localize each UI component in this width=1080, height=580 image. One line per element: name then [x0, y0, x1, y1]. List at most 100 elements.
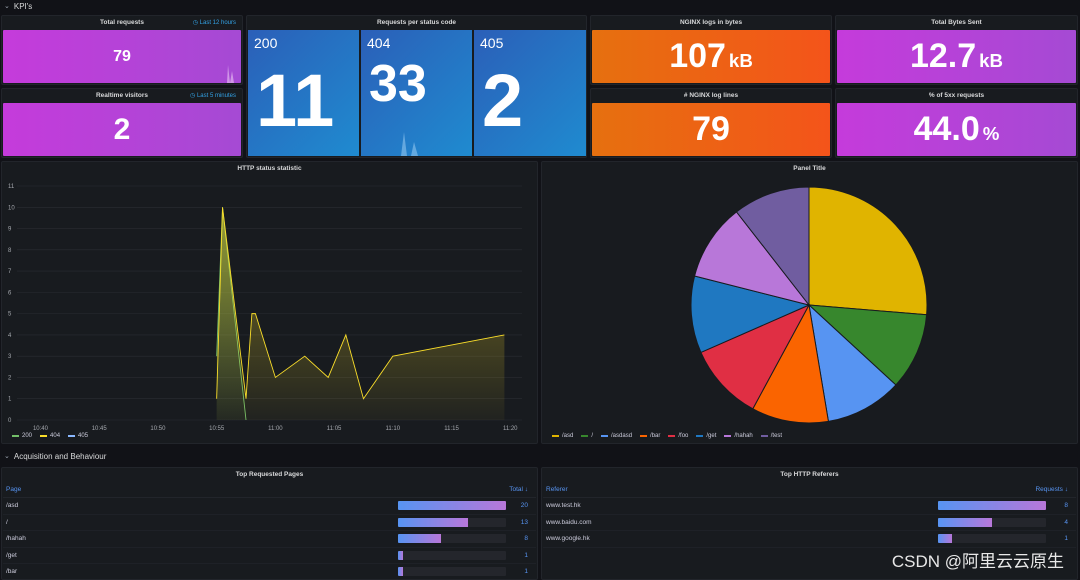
- pie-slice-get[interactable]: [690, 275, 811, 354]
- panel-title: Top HTTP Referers: [780, 471, 839, 478]
- stat-value: 44.0%: [913, 110, 1000, 148]
- table-row[interactable]: www.google.hk 1: [543, 531, 1076, 548]
- legend-item[interactable]: /foo: [668, 433, 688, 439]
- x-tick-label: 10:50: [150, 426, 166, 432]
- gauge-bar: [938, 517, 1046, 527]
- column-header-requests[interactable]: Requests ↓: [1035, 486, 1068, 493]
- row-label: /get: [6, 551, 17, 559]
- panel-title: Requests per status code: [376, 19, 457, 26]
- legend-item[interactable]: /: [581, 433, 593, 439]
- legend-item[interactable]: /test: [760, 433, 782, 439]
- row-title: Acquisition and Behaviour: [13, 451, 107, 461]
- table-row[interactable]: /asd 20: [3, 498, 536, 515]
- table-row[interactable]: /bar 1: [3, 564, 536, 579]
- gauge-fill: [398, 501, 506, 511]
- column-header-referer[interactable]: Referer: [546, 486, 568, 493]
- row-label: www.baidu.com: [546, 518, 592, 526]
- realtime-visitors-panel[interactable]: Realtime visitors ◷ Last 5 minutes 2: [1, 88, 243, 158]
- table-row[interactable]: www.test.hk 8: [543, 498, 1076, 515]
- row-value: 20: [520, 502, 528, 510]
- gauge-bar: [938, 534, 1046, 544]
- pie-slice-asd[interactable]: [808, 186, 928, 316]
- row-acquisition-toggle[interactable]: ⌄ Acquisition and Behaviour: [0, 450, 106, 462]
- x-tick-label: 11:05: [327, 426, 342, 432]
- gauge-fill: [398, 534, 442, 544]
- nginx-bytes-panel[interactable]: NGINX logs in bytes 107 kB: [590, 15, 832, 85]
- table-row[interactable]: www.baidu.com 4: [543, 515, 1076, 531]
- column-header-page[interactable]: Page: [6, 486, 22, 493]
- panel-title: Total requests: [100, 19, 144, 26]
- y-tick-label: 0: [8, 418, 12, 424]
- clock-icon: ◷: [190, 93, 196, 99]
- top-referers-panel[interactable]: Top HTTP Referers Referer Requests ↓ www…: [541, 467, 1078, 580]
- pct-5xx-panel[interactable]: % of 5xx requests 44.0%: [835, 88, 1078, 158]
- gauge-bar: [398, 517, 506, 527]
- x-tick-label: 11:20: [503, 426, 518, 432]
- y-tick-label: 4: [8, 333, 12, 339]
- panel-title: % of 5xx requests: [928, 92, 985, 99]
- row-label: www.google.hk: [546, 535, 590, 543]
- legend-item[interactable]: /asdasd: [601, 433, 632, 439]
- pie-chart-panel[interactable]: Panel Title /asd / /asdasd/bar/foo/get/hah…: [541, 161, 1078, 444]
- http-status-chart-panel[interactable]: HTTP status statistic 0 1 2 3 4 5 6 7 8 9 10 11 10:4…: [1, 161, 538, 444]
- legend-item-405[interactable]: 405: [68, 433, 88, 439]
- gauge-bar: [938, 501, 1046, 511]
- pie-slice-test[interactable]: [735, 186, 810, 307]
- table-row[interactable]: /hahah 8: [3, 531, 536, 548]
- stat-value: 2: [113, 112, 131, 146]
- x-tick-label: 10:45: [92, 426, 108, 432]
- row-value: 1: [1064, 535, 1068, 543]
- series-line-404: [216, 207, 505, 400]
- status-code: 405: [480, 35, 504, 51]
- pie-slice-bar[interactable]: [752, 303, 829, 424]
- status-code: 200: [254, 35, 278, 51]
- y-tick-label: 9: [8, 227, 12, 233]
- y-tick-label: 1: [8, 397, 12, 403]
- panel-title: Realtime visitors: [95, 92, 149, 99]
- pie-slice-asdasd[interactable]: [808, 303, 897, 422]
- y-tick-label: 5: [8, 312, 12, 318]
- nginx-lines-panel[interactable]: # NGINX log lines 79: [590, 88, 832, 158]
- legend-item[interactable]: /get: [696, 433, 716, 439]
- total-bytes-panel[interactable]: Total Bytes Sent 12.7 kB: [835, 15, 1078, 85]
- pie-slice-[interactable]: [807, 304, 928, 386]
- row-kpis-toggle[interactable]: ⌄ KPI's: [0, 0, 32, 12]
- row-title: KPI's: [13, 1, 33, 11]
- y-tick-label: 11: [8, 184, 15, 190]
- stat-unit: %: [982, 123, 1000, 144]
- table-row[interactable]: /get 1: [3, 548, 536, 564]
- status-cell-405: 405 2: [474, 30, 586, 156]
- gauge-bar: [398, 567, 506, 577]
- legend-item[interactable]: /hahah: [724, 433, 753, 439]
- top-referers-table: Referer Requests ↓ www.test.hk 8 www.baidu…: [543, 482, 1076, 548]
- column-header-total[interactable]: Total ↓: [509, 486, 528, 493]
- legend-item-404[interactable]: 404: [40, 433, 60, 439]
- clock-icon: ◷: [192, 20, 198, 26]
- y-tick-label: 6: [8, 290, 12, 296]
- sort-desc-icon: ↓: [1064, 486, 1068, 493]
- row-value: 1: [524, 551, 528, 559]
- row-value: 8: [1064, 502, 1068, 510]
- pie-slice-foo[interactable]: [700, 303, 811, 410]
- top-pages-panel[interactable]: Top Requested Pages Page Total ↓ /asd 20/…: [1, 467, 538, 580]
- legend-item[interactable]: /asd: [552, 433, 573, 439]
- panel-title: Top Requested Pages: [235, 471, 304, 478]
- gauge-fill: [938, 517, 992, 527]
- row-value: 4: [1064, 518, 1068, 526]
- status-cell-404: 404 33: [361, 30, 472, 156]
- status-count: 2: [482, 59, 524, 142]
- status-code-panel[interactable]: Requests per status code 200 11 404 33 4…: [246, 15, 587, 158]
- total-requests-panel[interactable]: Total requests ◷ Last 12 hours 79: [1, 15, 243, 85]
- table-row[interactable]: / 13: [3, 515, 536, 531]
- legend-item[interactable]: /bar: [640, 433, 660, 439]
- gauge-fill: [938, 501, 1046, 511]
- time-range-badge: ◷ Last 12 hours: [192, 20, 236, 26]
- legend-item-200[interactable]: 200: [12, 433, 32, 439]
- status-code: 404: [367, 35, 391, 51]
- status-count: 11: [256, 59, 335, 142]
- pie-chart: [690, 186, 928, 424]
- row-value: 13: [520, 518, 528, 526]
- pie-slice-hahah[interactable]: [694, 211, 811, 306]
- stat-value: 12.7 kB: [909, 37, 1004, 75]
- stat-value: 79: [113, 47, 131, 65]
